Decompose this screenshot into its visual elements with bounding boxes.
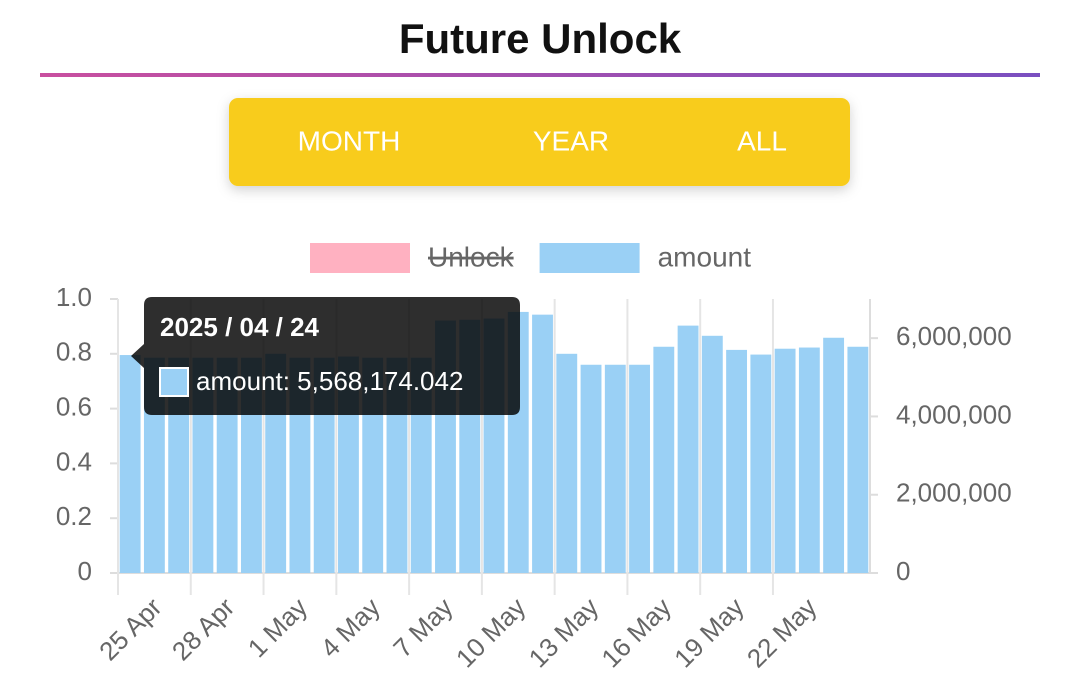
y-tick-label: 0.4 bbox=[56, 446, 92, 476]
x-tick-label: 4 May bbox=[315, 592, 386, 663]
bar bbox=[653, 346, 675, 573]
tooltip: 2025 / 04 / 24 amount: 5,568,174.042 bbox=[131, 297, 520, 415]
x-tick-label: 10 May bbox=[450, 592, 532, 674]
page-title: Future Unlock bbox=[399, 15, 682, 62]
bar bbox=[847, 346, 869, 573]
tab[interactable]: MONTH bbox=[298, 125, 401, 156]
legend-swatch[interactable] bbox=[539, 243, 640, 273]
y2-tick-label: 0 bbox=[896, 556, 910, 586]
bar bbox=[556, 353, 578, 573]
bar bbox=[750, 354, 772, 573]
x-tick-label: 22 May bbox=[741, 592, 823, 674]
x-tick-label: 1 May bbox=[242, 592, 313, 663]
y-tick-label: 0.6 bbox=[56, 391, 92, 421]
legend-label[interactable]: amount bbox=[658, 241, 752, 272]
legend-swatch[interactable] bbox=[310, 243, 410, 273]
tooltip-swatch bbox=[159, 367, 189, 397]
tooltip-label: amount: 5,568,174.042 bbox=[196, 366, 463, 396]
bar bbox=[798, 347, 820, 573]
tooltip-box bbox=[131, 297, 520, 415]
title-underline bbox=[40, 73, 1040, 77]
bar bbox=[604, 364, 626, 573]
chart: Unlock amount 0 0.2 0.4 0.6 0.8 1.0 0 2,000,000 4,… bbox=[56, 241, 1012, 673]
x-tick-label: 25 Apr bbox=[93, 592, 168, 667]
x-tick-label: 16 May bbox=[595, 592, 677, 674]
tab-bar bbox=[229, 98, 850, 186]
bar bbox=[532, 314, 553, 573]
x-tick-label: 7 May bbox=[387, 592, 458, 663]
y2-tick-label: 2,000,000 bbox=[896, 478, 1012, 508]
bar bbox=[677, 325, 699, 573]
bar bbox=[774, 348, 796, 573]
y-tick-label: 1.0 bbox=[56, 282, 92, 312]
y2-tick-label: 6,000,000 bbox=[896, 321, 1012, 351]
bar bbox=[701, 335, 723, 573]
tab[interactable]: YEAR bbox=[533, 125, 609, 156]
bar bbox=[580, 364, 602, 573]
legend-label[interactable]: Unlock bbox=[428, 241, 515, 272]
tab[interactable]: ALL bbox=[737, 125, 787, 156]
x-tick-label: 19 May bbox=[668, 592, 750, 674]
y-tick-label: 0.2 bbox=[56, 501, 92, 531]
bar bbox=[726, 349, 748, 573]
tooltip-title: 2025 / 04 / 24 bbox=[160, 312, 320, 342]
bar bbox=[823, 337, 845, 573]
bar bbox=[119, 355, 141, 573]
bar bbox=[629, 364, 650, 573]
y2-tick-label: 4,000,000 bbox=[896, 399, 1012, 429]
x-tick-label: 13 May bbox=[523, 592, 605, 674]
x-tick-label: 28 Apr bbox=[166, 592, 241, 667]
y-tick-label: 0 bbox=[78, 556, 92, 586]
y-tick-label: 0.8 bbox=[56, 337, 92, 367]
